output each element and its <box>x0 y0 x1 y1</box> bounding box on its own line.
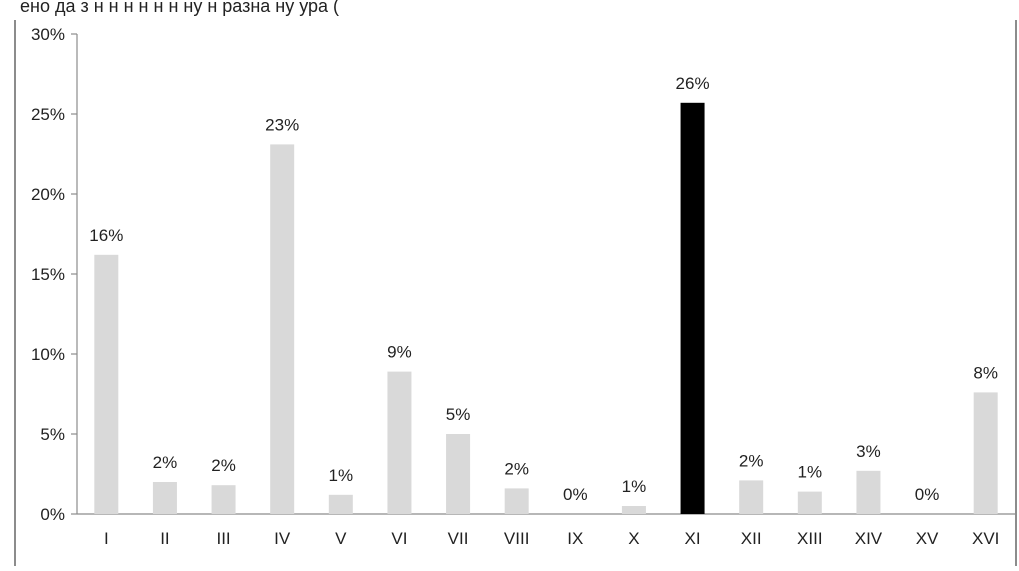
x-tick-label-viii: VIII <box>504 529 530 548</box>
bar-v <box>328 494 353 514</box>
x-axis: I II III IV V VI VII VIII IX X XI XII XIII XIV XV XVI <box>77 513 1015 548</box>
bar-i <box>94 254 119 515</box>
x-tick-label-xiv: XIV <box>855 529 883 548</box>
y-tick-label: 30% <box>31 25 65 44</box>
data-label-iii: 2% <box>211 456 236 475</box>
bars <box>94 102 998 515</box>
bar-iv <box>270 144 295 514</box>
y-tick-label: 0% <box>40 505 65 524</box>
data-labels: 16% 2% 2% 23% 1% 9% 5% 2% 0% 1% 26% 2% 1% 3% 0% 8% <box>89 74 998 504</box>
y-tick-label: 15% <box>31 265 65 284</box>
x-tick-label-v: V <box>335 529 347 548</box>
bar-x <box>621 506 646 514</box>
data-label-vii: 5% <box>446 405 471 424</box>
x-tick-label-x: X <box>628 529 639 548</box>
data-label-ix: 0% <box>563 485 588 504</box>
data-label-xi: 26% <box>676 74 710 93</box>
data-label-iv: 23% <box>265 115 299 134</box>
bar-ii <box>152 482 177 514</box>
x-tick-label-vii: VII <box>448 529 469 548</box>
y-tick-label: 5% <box>40 425 65 444</box>
x-tick-label-xiii: XIII <box>797 529 823 548</box>
x-tick-label-i: I <box>104 529 109 548</box>
bar-vii <box>446 434 471 514</box>
bar-xi <box>680 102 705 515</box>
data-label-i: 16% <box>89 226 123 245</box>
x-tick-label-ix: IX <box>567 529 583 548</box>
data-label-ii: 2% <box>153 453 178 472</box>
data-label-vi: 9% <box>387 343 412 362</box>
caption-fragment: ено да з н н н н н н ну н разна ну ура ( <box>20 0 339 16</box>
data-label-x: 1% <box>622 477 647 496</box>
x-tick-label-ii: II <box>160 529 169 548</box>
bar-xii <box>739 480 764 514</box>
bar-xiii <box>797 491 822 514</box>
data-label-xv: 0% <box>915 485 940 504</box>
x-tick-label-xii: XII <box>741 529 762 548</box>
data-label-viii: 2% <box>504 459 529 478</box>
bar-vi <box>387 371 412 514</box>
y-tick-label: 10% <box>31 345 65 364</box>
x-tick-label-xvi: XVI <box>972 529 999 548</box>
bar-iii <box>211 485 236 514</box>
x-tick-label-vi: VI <box>391 529 407 548</box>
chart-frame-lines <box>14 20 1017 566</box>
bar-viii <box>504 488 529 514</box>
x-tick-label-iv: IV <box>274 529 291 548</box>
y-tick-label: 25% <box>31 105 65 124</box>
data-label-xiv: 3% <box>856 442 881 461</box>
data-label-xvi: 8% <box>973 363 998 382</box>
data-label-xii: 2% <box>739 451 764 470</box>
data-label-xiii: 1% <box>798 463 823 482</box>
y-axis: 0% 5% 10% 15% 20% 25% 30% <box>31 25 78 524</box>
bar-xiv <box>856 470 881 514</box>
data-label-v: 1% <box>329 466 354 485</box>
x-tick-label-xi: XI <box>685 529 701 548</box>
x-tick-label-iii: III <box>216 529 230 548</box>
bar-xvi <box>973 392 998 514</box>
x-tick-label-xv: XV <box>916 529 939 548</box>
y-tick-label: 20% <box>31 185 65 204</box>
